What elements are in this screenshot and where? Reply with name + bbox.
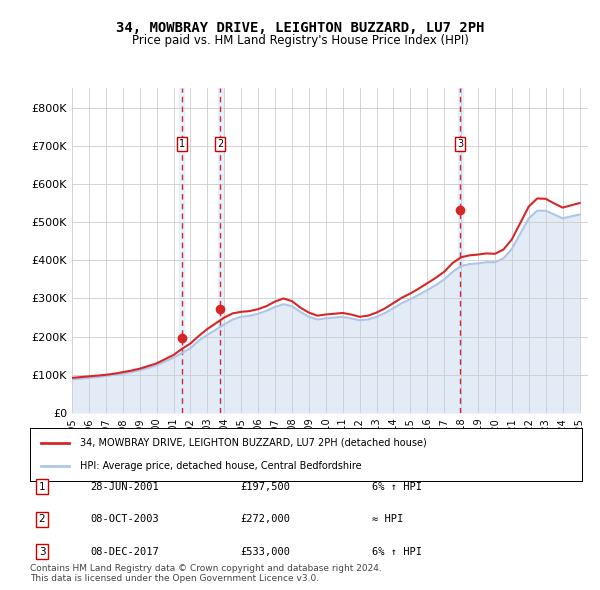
Text: 6% ↑ HPI: 6% ↑ HPI <box>372 547 422 556</box>
Text: 2: 2 <box>217 139 223 149</box>
Text: ≈ HPI: ≈ HPI <box>372 514 403 524</box>
Text: £197,500: £197,500 <box>240 482 290 491</box>
Text: Price paid vs. HM Land Registry's House Price Index (HPI): Price paid vs. HM Land Registry's House … <box>131 34 469 47</box>
Text: £533,000: £533,000 <box>240 547 290 556</box>
Text: 6% ↑ HPI: 6% ↑ HPI <box>372 482 422 491</box>
Bar <box>218 88 223 413</box>
Text: 2: 2 <box>38 514 46 524</box>
Bar <box>458 88 463 413</box>
Text: 1: 1 <box>38 482 46 491</box>
Text: 1: 1 <box>179 139 185 149</box>
Text: 34, MOWBRAY DRIVE, LEIGHTON BUZZARD, LU7 2PH (detached house): 34, MOWBRAY DRIVE, LEIGHTON BUZZARD, LU7… <box>80 438 427 448</box>
Text: 08-DEC-2017: 08-DEC-2017 <box>90 547 159 556</box>
Text: £272,000: £272,000 <box>240 514 290 524</box>
Text: 28-JUN-2001: 28-JUN-2001 <box>90 482 159 491</box>
Text: HPI: Average price, detached house, Central Bedfordshire: HPI: Average price, detached house, Cent… <box>80 461 361 471</box>
Text: 3: 3 <box>38 547 46 556</box>
Text: 3: 3 <box>457 139 463 149</box>
Bar <box>179 88 184 413</box>
Text: 34, MOWBRAY DRIVE, LEIGHTON BUZZARD, LU7 2PH: 34, MOWBRAY DRIVE, LEIGHTON BUZZARD, LU7… <box>116 21 484 35</box>
Text: 08-OCT-2003: 08-OCT-2003 <box>90 514 159 524</box>
Text: Contains HM Land Registry data © Crown copyright and database right 2024.
This d: Contains HM Land Registry data © Crown c… <box>30 563 382 583</box>
